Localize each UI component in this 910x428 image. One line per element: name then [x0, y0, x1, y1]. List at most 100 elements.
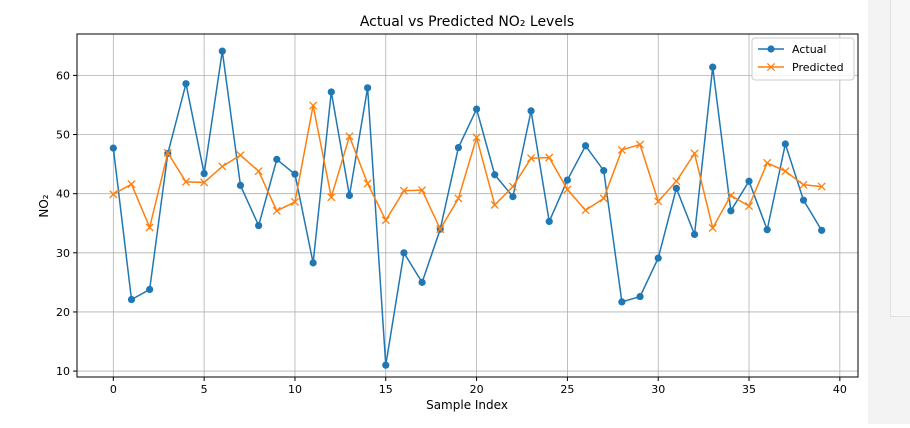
x-axis-label: Sample Index [426, 398, 508, 412]
grid [77, 34, 858, 377]
plot-frame [76, 33, 859, 378]
data-point-actual [636, 292, 644, 301]
data-point-actual [218, 47, 226, 55]
chart-title: Actual vs Predicted NO₂ Levels [360, 14, 574, 30]
data-point-predicted [454, 194, 463, 203]
data-point-predicted [690, 149, 699, 158]
data-point-actual [509, 193, 517, 201]
data-point-predicted [781, 167, 790, 176]
data-point-actual [382, 361, 390, 369]
data-point-actual [618, 298, 626, 306]
data-point-actual [799, 196, 808, 204]
data-point-actual [309, 259, 317, 267]
data-point-predicted [472, 133, 481, 142]
series-line-predicted [112, 105, 822, 231]
data-point-predicted [744, 202, 754, 211]
data-point-predicted [563, 185, 572, 194]
data-point-predicted [490, 200, 499, 209]
data-point-actual [727, 207, 735, 215]
legend-marker-actual [767, 45, 775, 53]
x-tick-label: 0 [110, 383, 117, 396]
data-point-predicted [617, 145, 626, 154]
data-point-actual [781, 140, 789, 148]
x-tick-label: 10 [288, 383, 302, 396]
series-actual [109, 47, 826, 369]
line-chart: Actual vs Predicted NO₂ Levels 0 5 10 15 20 2… [37, 14, 859, 412]
data-point-actual [527, 107, 535, 115]
data-point-predicted [345, 132, 354, 141]
x-tick-label: 25 [560, 383, 574, 396]
data-point-actual [200, 169, 208, 178]
data-point-actual [109, 144, 117, 152]
data-point-predicted [272, 206, 281, 215]
legend-label-actual: Actual [792, 43, 826, 56]
series-line-actual [112, 51, 823, 366]
data-point-predicted [218, 162, 227, 171]
x-tick-label: 35 [742, 383, 756, 396]
data-point-predicted [635, 140, 645, 149]
data-point-predicted [726, 191, 735, 200]
data-point-predicted [200, 178, 209, 187]
data-point-predicted [527, 154, 536, 163]
data-point-actual [327, 88, 335, 96]
data-point-predicted [327, 193, 336, 202]
data-point-predicted [418, 186, 427, 195]
data-point-actual [236, 181, 245, 189]
data-point-predicted [309, 101, 318, 110]
legend-marker-predicted [766, 62, 776, 72]
legend: Actual Predicted [751, 37, 855, 81]
data-point-actual [472, 105, 481, 113]
data-point-predicted [290, 197, 300, 207]
y-axis-label: NO₂ [37, 194, 51, 217]
x-tick-label: 5 [201, 383, 208, 396]
data-point-actual [763, 226, 771, 234]
data-point-predicted [508, 182, 517, 191]
x-tick-label: 40 [833, 383, 847, 396]
axis-ticks: 0 5 10 15 20 25 30 35 40 10 20 30 40 50 60 [56, 69, 847, 396]
data-point-actual [127, 295, 136, 304]
data-point-predicted [545, 153, 554, 162]
data-point-predicted [436, 225, 445, 234]
data-point-actual [291, 170, 299, 178]
data-point-actual [600, 167, 608, 175]
data-point-actual [182, 80, 190, 88]
series-lines [109, 47, 826, 369]
x-tick-label: 20 [470, 383, 484, 396]
y-tick-label: 20 [56, 306, 70, 319]
y-tick-label: 50 [56, 129, 70, 142]
data-point-predicted [236, 151, 245, 160]
data-point-actual [400, 249, 408, 257]
data-point-actual [345, 191, 354, 200]
data-point-predicted [381, 216, 390, 225]
data-point-actual [745, 177, 753, 185]
data-point-actual [672, 184, 680, 192]
data-point-predicted [145, 223, 154, 232]
data-point-predicted [599, 194, 608, 203]
data-point-predicted [817, 182, 826, 191]
data-point-predicted [581, 206, 590, 215]
legend-label-predicted: Predicted [792, 61, 844, 74]
data-point-actual [364, 84, 372, 92]
data-point-actual [146, 285, 154, 294]
data-point-predicted [181, 177, 191, 186]
data-point-actual [690, 230, 699, 239]
y-tick-label: 60 [56, 69, 70, 82]
y-tick-label: 10 [56, 365, 70, 378]
data-point-actual [818, 226, 826, 234]
data-point-predicted [672, 177, 681, 186]
data-point-actual [545, 217, 553, 226]
data-point-predicted [163, 148, 172, 157]
data-point-actual [654, 254, 662, 262]
x-tick-label: 15 [379, 383, 393, 396]
data-point-predicted [708, 223, 717, 233]
data-point-predicted [399, 186, 408, 195]
data-point-actual [581, 142, 590, 150]
data-point-predicted [109, 190, 118, 199]
y-tick-label: 40 [56, 188, 70, 201]
y-tick-label: 30 [56, 247, 70, 260]
chart-figure: Actual vs Predicted NO₂ Levels 0 5 10 15 20 2… [37, 14, 859, 412]
side-card [890, 0, 910, 317]
data-point-predicted [763, 158, 772, 167]
data-point-actual [491, 171, 499, 179]
data-point-predicted [654, 197, 663, 206]
